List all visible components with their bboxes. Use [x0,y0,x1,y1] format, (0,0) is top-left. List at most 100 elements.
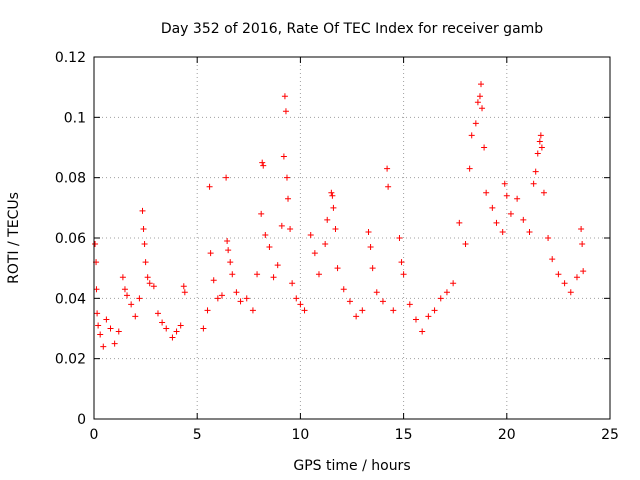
data-point [181,289,188,296]
data-point [283,174,290,181]
data-point [274,262,281,269]
y-tick-label: 0.06 [55,231,86,247]
data-point [534,150,541,157]
data-point [501,180,508,187]
data-point [549,256,556,263]
data-point [443,289,450,296]
data-point [340,286,347,293]
data-point [468,132,475,139]
data-point [450,280,457,287]
data-point [437,295,444,302]
data-point [159,319,166,326]
data-point [538,144,545,151]
data-point [578,225,585,232]
data-point [249,307,256,314]
data-point [207,250,214,257]
data-point [561,280,568,287]
data-point [385,183,392,190]
data-point [214,295,221,302]
data-point [128,301,135,308]
data-point [462,241,469,248]
axis-ticks: 0 5 10 15 20 25 0 0.02 0.04 0.06 0.08 0.1 0.12 [55,50,619,443]
data-point [301,307,308,314]
data-point [154,310,161,317]
data-point [419,328,426,335]
data-point [478,81,484,88]
data-point [532,168,539,175]
x-tick-label: 20 [498,427,516,443]
data-point [233,289,240,296]
data-point [412,316,419,323]
data-point [229,271,236,278]
data-point [390,307,397,314]
x-tick-label: 0 [90,427,99,443]
data-point [526,228,533,235]
y-tick-label: 0.12 [55,50,86,66]
data-point [555,271,562,278]
data-point [281,93,288,100]
data-point [493,219,500,226]
data-point [396,235,403,241]
data-point [227,259,234,266]
data-point [567,289,574,296]
data-point [400,271,407,278]
data-point [177,322,184,329]
data-point [92,241,99,248]
data-point [431,307,438,314]
data-point [369,265,376,272]
data-point [359,307,366,314]
chart-title: Day 352 of 2016, Rate Of TEC Index for r… [161,21,543,37]
data-points [92,81,587,350]
data-point [324,216,331,223]
data-point [514,195,521,202]
data-point [285,195,292,202]
data-point [103,316,110,323]
data-point [225,247,232,254]
data-point [293,295,300,302]
x-tick-label: 15 [395,427,413,443]
data-point [243,295,250,302]
data-point [260,162,267,169]
data-point [472,120,479,127]
plot-frame [93,56,611,420]
y-tick-label: 0 [77,412,86,428]
data-point [579,241,586,248]
data-point [141,241,148,248]
data-point [144,274,151,281]
data-point [311,250,318,257]
data-point [406,301,413,308]
data-point [479,105,486,112]
data-point [384,165,391,172]
data-point [330,204,337,211]
data-point [328,189,335,196]
x-tick-label: 25 [601,427,619,443]
data-point [111,340,118,347]
data-point [456,219,463,226]
y-tick-label: 0.08 [55,171,86,187]
data-point [573,274,580,281]
x-axis-label: GPS time / hours [293,458,410,474]
data-point [537,132,544,139]
data-point [322,241,329,248]
data-point [180,283,187,290]
data-point [97,331,104,338]
data-point [107,325,114,332]
data-point [224,238,231,245]
data-point [483,189,490,196]
data-point [132,313,139,320]
y-tick-label: 0.02 [55,352,86,368]
data-point [536,138,543,145]
data-point [218,292,225,299]
data-point [173,328,180,335]
data-point [210,277,217,284]
data-point [367,244,374,251]
x-tick-label: 5 [193,427,202,443]
data-point [119,274,126,281]
data-point [297,301,304,308]
data-point [262,231,269,238]
data-point [280,153,287,160]
data-point [139,207,146,214]
data-point [476,93,483,100]
data-point [287,225,294,232]
